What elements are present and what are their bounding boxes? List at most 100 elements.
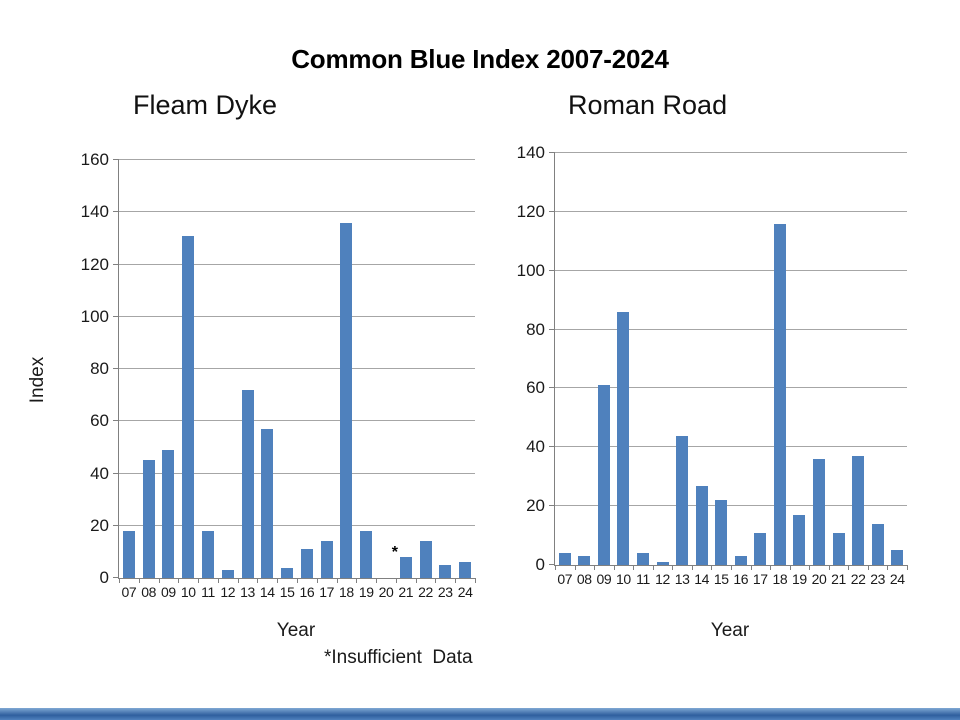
bar-roman-road-16 [734, 556, 747, 565]
y-tick [549, 328, 555, 330]
y-tick-label: 120 [80, 254, 109, 274]
x-tick [395, 578, 397, 583]
bar-roman-road-11 [637, 553, 649, 565]
x-tick-label-19: 19 [358, 584, 374, 600]
x-tick-label-13: 13 [240, 584, 255, 600]
y-tick [113, 472, 119, 474]
bar-roman-road-21 [832, 532, 845, 565]
y-tick-label: 20 [90, 515, 109, 535]
y-tick-label: 140 [516, 143, 545, 162]
y-tick [113, 524, 119, 526]
x-tick-label-09: 09 [596, 571, 612, 587]
bar-roman-road-18 [773, 223, 786, 565]
gridline-140 [119, 211, 475, 213]
bar-roman-road-15 [715, 500, 728, 565]
x-tick-label-16: 16 [733, 571, 749, 587]
gridline-60 [555, 387, 907, 389]
y-tick [113, 263, 119, 265]
x-tick-label-22: 22 [850, 571, 866, 587]
x-tick [770, 565, 772, 570]
bar-fleam-dyke-21 [399, 557, 412, 578]
gridline-20 [555, 505, 907, 507]
x-tick-label-08: 08 [576, 571, 592, 587]
bar-roman-road-20 [813, 459, 825, 565]
y-tick-label: 40 [526, 437, 545, 457]
y-tick-label: 140 [80, 202, 109, 222]
y-tick [549, 269, 555, 271]
x-tick [435, 578, 437, 583]
x-tick [316, 578, 318, 583]
x-tick-label-12: 12 [220, 584, 236, 600]
x-tick-label-23: 23 [870, 571, 886, 587]
y-tick-label: 100 [80, 306, 109, 326]
x-tick-label-17: 17 [319, 584, 335, 600]
x-tick [257, 578, 259, 583]
chart-title-fleam-dyke: Fleam Dyke [133, 90, 278, 120]
x-tick-label-08: 08 [141, 584, 157, 600]
bar-roman-road-22 [852, 456, 865, 565]
y-tick [549, 446, 555, 448]
x-tick [455, 578, 457, 583]
x-tick [652, 565, 654, 570]
x-tick-label-18: 18 [339, 584, 354, 600]
y-tick-label: 80 [90, 359, 109, 378]
bar-roman-road-17 [754, 532, 767, 565]
x-tick-label-17: 17 [752, 571, 768, 587]
x-tick-label-07: 07 [121, 584, 137, 600]
x-tick-label-10: 10 [616, 571, 631, 587]
bar-fleam-dyke-22 [419, 541, 432, 578]
bar-fleam-dyke-13 [241, 389, 254, 578]
bar-fleam-dyke-19 [360, 530, 373, 578]
x-tick [848, 565, 850, 570]
bar-fleam-dyke-12 [221, 570, 234, 578]
bar-fleam-dyke-08 [142, 460, 155, 578]
x-tick-label-22: 22 [418, 584, 433, 600]
x-tick-label-15: 15 [713, 571, 729, 587]
x-tick [828, 565, 830, 570]
y-tick-label: 0 [535, 555, 545, 574]
gridline-60 [119, 420, 475, 422]
x-tick-label-18: 18 [772, 571, 788, 587]
x-tick-label-15: 15 [279, 584, 295, 600]
x-tick-label-16: 16 [299, 584, 315, 600]
x-axis-label-roman-road: Year [710, 620, 750, 641]
x-tick [574, 565, 576, 570]
bar-fleam-dyke-07 [122, 530, 135, 578]
y-tick-label: 60 [526, 378, 545, 398]
x-tick [750, 565, 752, 570]
x-tick [217, 578, 219, 583]
y-tick [113, 211, 119, 213]
x-tick-label-11: 11 [201, 584, 215, 600]
x-tick-label-20: 20 [378, 584, 394, 600]
bar-roman-road-19 [793, 514, 806, 565]
bar-fleam-dyke-18 [340, 222, 353, 578]
x-tick-label-19: 19 [792, 571, 807, 587]
x-tick [198, 578, 200, 583]
y-tick [113, 420, 119, 422]
bar-fleam-dyke-24 [459, 562, 472, 578]
y-tick-label: 0 [99, 568, 109, 587]
x-tick-label-13: 13 [674, 571, 690, 587]
x-tick [356, 578, 358, 583]
roman-road-plot-area: 0 20 40 60 80 100 120 140 07 08 09 10 11 12 13 14 15 16 17… [517, 143, 908, 587]
bar-fleam-dyke-11 [202, 530, 214, 578]
page-title: Common Blue Index 2007-2024 [291, 44, 669, 74]
y-tick-label: 160 [80, 150, 109, 169]
bar-roman-road-23 [871, 523, 884, 565]
gridline-120 [119, 263, 475, 265]
y-tick [549, 387, 555, 389]
x-tick-label-14: 14 [259, 584, 275, 600]
y-tick [113, 315, 119, 317]
y-tick-label: 60 [90, 411, 109, 431]
x-tick-label-14: 14 [694, 571, 710, 587]
bar-roman-road-24 [891, 550, 904, 565]
chart-title-roman-road: Roman Road [568, 90, 728, 120]
x-tick [415, 578, 417, 583]
footnote-insufficient-data: *Insufficient Data [324, 647, 473, 668]
bottom-accent-bar [0, 708, 960, 720]
y-tick [113, 159, 119, 160]
x-tick [376, 578, 378, 583]
y-tick [549, 152, 555, 153]
x-tick [277, 578, 279, 583]
gridline-80 [555, 328, 907, 330]
